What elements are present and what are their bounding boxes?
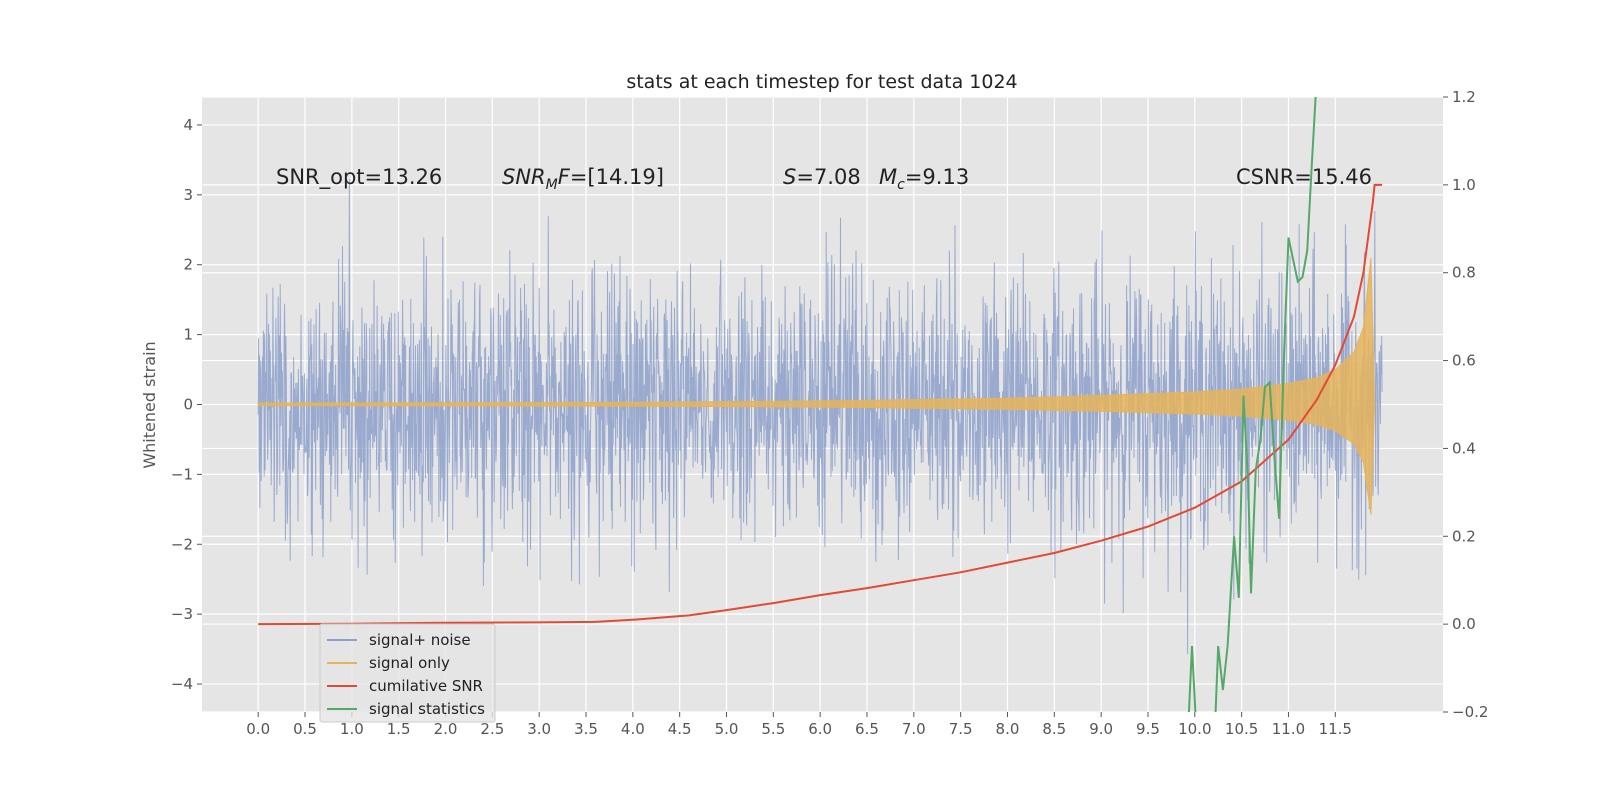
- annotations: SNR_opt=13.26 SNRMF=[14.19] S=7.08 Mc=9.…: [276, 165, 1372, 193]
- y-axis-left-ticks: 4 3 2 1 0 −1 −2 −3 −4: [171, 116, 202, 693]
- x-tick-label: 1.5: [387, 720, 411, 738]
- y-axis-right-ticks: 1.2 1.0 0.8 0.6 0.4 0.2 0.0 −0.2: [1443, 88, 1488, 721]
- y-left-tick-label: 0: [183, 396, 193, 414]
- snr-mf-main: SNR: [502, 165, 546, 189]
- x-tick-label: 7.0: [902, 720, 926, 738]
- s-value: =7.08: [796, 165, 860, 189]
- y-left-tick-label: −2: [171, 535, 193, 553]
- series-layer: [257, 97, 1383, 712]
- x-tick-label: 1.0: [340, 720, 364, 738]
- x-tick-label: 0.5: [293, 720, 317, 738]
- series-cumulative-snr: [258, 183, 1383, 626]
- y-right-tick-label: 0.4: [1452, 439, 1476, 457]
- mc-value: =9.13: [905, 165, 969, 189]
- y-left-tick-label: 1: [183, 326, 193, 344]
- x-tick-label: 10.5: [1225, 720, 1258, 738]
- legend: signal+ noise signal only cumilative SNR…: [319, 623, 496, 723]
- y-right-tick-label: 0.2: [1452, 527, 1476, 545]
- x-tick-label: 0.0: [246, 720, 270, 738]
- y-left-tick-label: 3: [183, 186, 193, 204]
- x-tick-label: 6.5: [855, 720, 879, 738]
- x-axis-ticks: 0.0 0.5 1.0 1.5 2.0 2.5 3.0 3.5 4.0 4.5 5.0 5.5 6.0 6…: [246, 712, 1352, 738]
- y-left-tick-label: 2: [183, 256, 193, 274]
- x-tick-label: 5.5: [761, 720, 785, 738]
- y-right-tick-label: 0.6: [1452, 352, 1476, 370]
- y-left-tick-label: −3: [171, 605, 193, 623]
- annotation-snr-opt: SNR_opt=13.26: [276, 165, 442, 190]
- y-left-tick-label: 4: [183, 116, 193, 134]
- x-tick-label: 10.0: [1178, 720, 1211, 738]
- x-tick-label: 2.0: [434, 720, 458, 738]
- legend-label-signal-noise: signal+ noise: [369, 631, 471, 649]
- x-tick-label: 8.0: [996, 720, 1020, 738]
- legend-label-cumulative-snr: cumilative SNR: [369, 677, 483, 695]
- y-axis-label: Whitened strain: [140, 341, 159, 468]
- y-right-tick-label: 0.8: [1452, 264, 1476, 282]
- x-tick-label: 4.5: [668, 720, 692, 738]
- mc-main: M: [879, 165, 897, 189]
- series-signal-only: [257, 257, 1376, 515]
- mc-sub: c: [897, 177, 905, 193]
- snr-mf-sub: M: [546, 177, 558, 193]
- y-right-tick-label: 1.0: [1452, 176, 1476, 194]
- y-right-tick-label: 0.0: [1452, 615, 1476, 633]
- x-tick-label: 9.5: [1136, 720, 1160, 738]
- annotation-snr-mf: SNRMF=[14.19]: [502, 165, 664, 193]
- x-tick-label: 11.0: [1272, 720, 1305, 738]
- x-tick-label: 3.0: [527, 720, 551, 738]
- legend-label-signal-statistics: signal statistics: [369, 700, 485, 718]
- legend-label-signal-only: signal only: [369, 654, 450, 672]
- y-right-tick-label: 1.2: [1452, 88, 1476, 106]
- annotation-s: S=7.08: [783, 165, 861, 189]
- x-tick-label: 3.5: [574, 720, 598, 738]
- x-tick-label: 7.5: [949, 720, 973, 738]
- x-tick-label: 8.5: [1042, 720, 1066, 738]
- x-tick-label: 4.0: [621, 720, 645, 738]
- series-signal-statistics: [1187, 97, 1317, 712]
- y-left-tick-label: −1: [171, 465, 193, 483]
- x-tick-label: 11.5: [1319, 720, 1352, 738]
- x-tick-label: 9.0: [1089, 720, 1113, 738]
- y-left-tick-label: −4: [171, 675, 193, 693]
- snr-mf-value: =[14.19]: [570, 165, 664, 189]
- snr-mf-tail: F: [558, 165, 571, 189]
- s-symbol: S: [783, 165, 796, 189]
- x-tick-label: 6.0: [808, 720, 832, 738]
- chart-title: stats at each timestep for test data 102…: [626, 71, 1017, 93]
- legend-box: [319, 623, 496, 723]
- annotation-mc: Mc=9.13: [879, 165, 969, 193]
- y-right-tick-label: −0.2: [1452, 703, 1488, 721]
- x-tick-label: 5.0: [715, 720, 739, 738]
- x-tick-label: 2.5: [480, 720, 504, 738]
- annotation-csnr: CSNR=15.46: [1236, 165, 1372, 189]
